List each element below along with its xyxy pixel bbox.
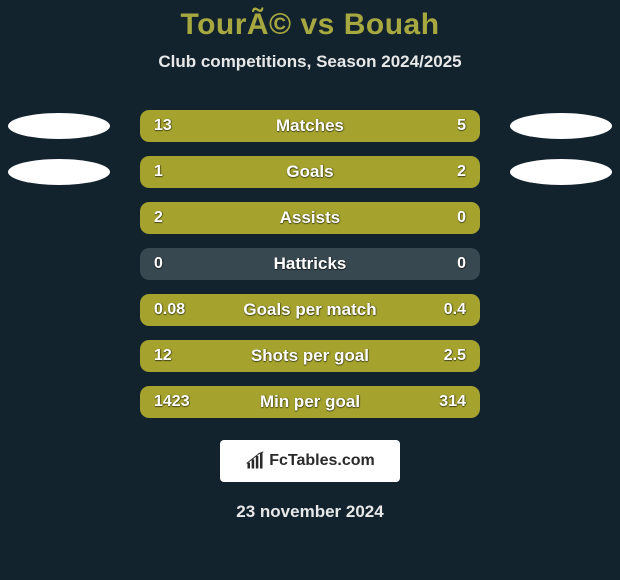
bar-fill-left [140,340,422,372]
stat-block: 135Matches 12Goals 20Assists 00Hattricks 0.0… [0,110,620,418]
stat-bar: 0.080.4Goals per match [140,294,480,326]
stat-bar: 20Assists [140,202,480,234]
bar-fill-left [140,202,480,234]
stat-row: 12Goals [0,156,620,188]
stat-bar: 1423314Min per goal [140,386,480,418]
stat-bar: 122.5Shots per goal [140,340,480,372]
bar-fill-left [140,294,198,326]
bar-fill-left [140,386,419,418]
brand-badge[interactable]: FcTables.com [220,440,400,482]
stat-bar: 135Matches [140,110,480,142]
bar-fill-right [242,156,480,188]
bar-fill-right [378,110,480,142]
subtitle: Club competitions, Season 2024/2025 [158,52,461,72]
player-oval-left [8,159,110,185]
bar-fill-left [140,156,242,188]
stat-bar: 00Hattricks [140,248,480,280]
brand-text: FcTables.com [269,452,375,470]
stat-row: 1423314Min per goal [0,386,620,418]
stat-bar: 12Goals [140,156,480,188]
player-oval-right [510,159,612,185]
bar-fill-right [419,386,480,418]
stat-row: 135Matches [0,110,620,142]
stat-row: 122.5Shots per goal [0,340,620,372]
player-oval-right [510,113,612,139]
page-title: TourÃ© vs Bouah [180,8,439,42]
bar-fill-left [140,110,378,142]
date-text: 23 november 2024 [236,502,383,522]
stat-row: 20Assists [0,202,620,234]
stat-row: 00Hattricks [0,248,620,280]
bar-background [140,248,480,280]
player-oval-left [8,113,110,139]
chart-icon [245,451,265,471]
comparison-card: TourÃ© vs Bouah Club competitions, Seaso… [0,0,620,522]
stat-row: 0.080.4Goals per match [0,294,620,326]
bar-fill-right [422,340,480,372]
bar-fill-right [198,294,480,326]
